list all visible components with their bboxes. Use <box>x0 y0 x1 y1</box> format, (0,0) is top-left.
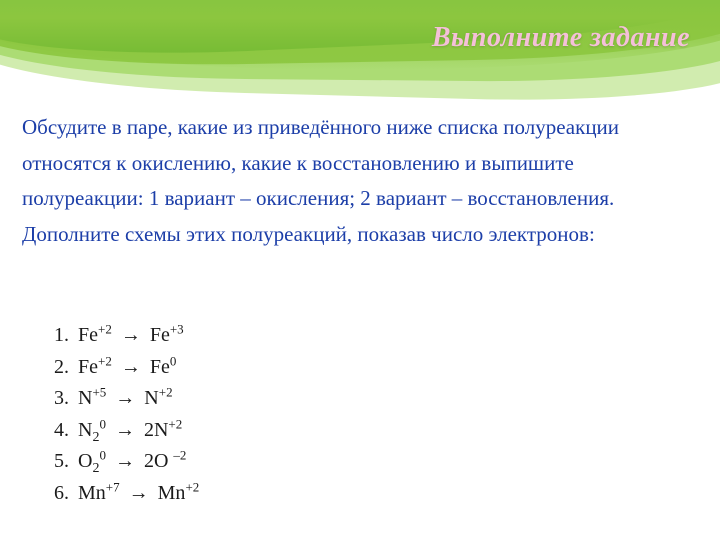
rhs-coef: 2 <box>144 450 154 472</box>
rhs-sup: –2 <box>173 448 186 463</box>
slide-title: Выполните задание <box>432 22 690 54</box>
reaction-item: Fe+2 → Fe+3 <box>74 320 199 352</box>
slide-root: Выполните задание Обсудите в паре, какие… <box>0 0 720 540</box>
rhs-elem: Fe <box>150 324 170 346</box>
rhs-sup: 0 <box>170 353 177 368</box>
rhs-sup: +2 <box>185 479 199 494</box>
reaction-list: Fe+2 → Fe+3 Fe+2 → Fe0 N+5 → N+2 N20 → 2… <box>48 320 199 510</box>
lhs-sub: 2 <box>92 461 99 476</box>
lhs-sub: 2 <box>92 430 99 445</box>
lhs-sup: +2 <box>98 353 112 368</box>
lhs-elem: N <box>78 387 92 409</box>
lhs-elem: Fe <box>78 324 98 346</box>
rhs-sup: +2 <box>168 416 182 431</box>
reaction-item: O20 → 2O –2 <box>74 446 199 478</box>
lhs-elem: O <box>78 450 92 472</box>
reaction-item: N+5 → N+2 <box>74 383 199 415</box>
rhs-elem: N <box>154 419 168 441</box>
arrow-icon: → <box>111 419 139 441</box>
lhs-elem: N <box>78 419 92 441</box>
rhs-sup: +2 <box>159 385 173 400</box>
arrow-icon: → <box>111 450 139 472</box>
arrow-icon: → <box>111 387 139 409</box>
lhs-sup: +2 <box>98 321 112 336</box>
reaction-item: Mn+7 → Mn+2 <box>74 478 199 510</box>
arrow-icon: → <box>117 324 145 346</box>
lhs-elem: Mn <box>78 482 106 504</box>
reaction-item: N20 → 2N+2 <box>74 415 199 447</box>
reaction-item: Fe+2 → Fe0 <box>74 352 199 384</box>
arrow-icon: → <box>117 356 145 378</box>
rhs-coef: 2 <box>144 419 154 441</box>
rhs-elem: N <box>144 387 158 409</box>
lhs-sup: 0 <box>99 416 106 431</box>
instruction-text: Обсудите в паре, какие из приведённого н… <box>22 110 698 253</box>
lhs-sup: +7 <box>106 479 120 494</box>
rhs-elem: Fe <box>150 356 170 378</box>
lhs-elem: Fe <box>78 356 98 378</box>
lhs-sup: +5 <box>92 385 106 400</box>
rhs-elem: O <box>154 450 173 472</box>
arrow-icon: → <box>125 482 153 504</box>
rhs-sup: +3 <box>170 321 184 336</box>
lhs-sup: 0 <box>99 448 106 463</box>
rhs-elem: Mn <box>158 482 186 504</box>
